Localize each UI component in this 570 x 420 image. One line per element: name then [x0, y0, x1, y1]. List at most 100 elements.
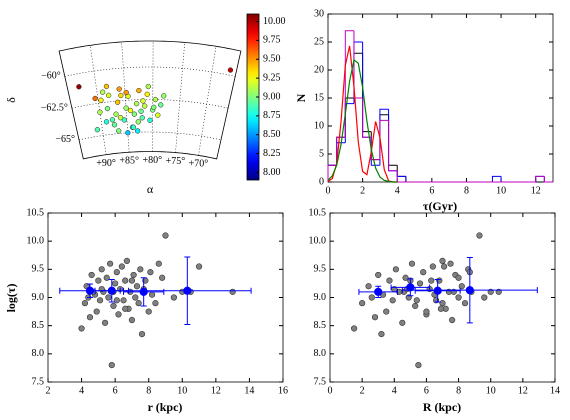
plot-frame: [329, 212, 556, 383]
binned-point: [433, 286, 442, 295]
data-point: [155, 260, 162, 267]
x-tick-label: 8: [464, 185, 469, 196]
data-point: [429, 263, 436, 270]
data-point: [389, 297, 396, 304]
y-tick-label: 10: [314, 120, 324, 131]
x-tick-label: 6: [113, 385, 118, 396]
data-point: [110, 302, 117, 310]
data-point: [162, 232, 169, 239]
histogram-step: [500, 176, 510, 183]
grid-line: [71, 99, 229, 109]
star-point: [111, 122, 118, 128]
data-point: [437, 305, 444, 312]
data-point: [441, 263, 448, 270]
data-point: [138, 331, 146, 338]
star-point: [92, 95, 98, 102]
y-tick-label: 10.0: [27, 235, 45, 246]
y-tick-label: 9.5: [314, 264, 327, 275]
y-tick-label: −62.5°: [41, 102, 68, 113]
histogram-step: [535, 175, 545, 182]
star-point: [123, 105, 129, 111]
data-point: [455, 274, 462, 281]
star-point: [140, 98, 146, 104]
y-tick-label: 25: [314, 36, 324, 47]
colorbar-tick-label: 8.50: [263, 129, 281, 140]
y-tick-label: 9.0: [32, 292, 45, 303]
x-tick-label: 8: [146, 385, 151, 396]
data-point: [428, 277, 435, 284]
data-point: [359, 300, 366, 307]
y-tick-label: 10.0: [309, 235, 327, 246]
data-point: [447, 260, 454, 267]
y-axis-label: log(τ): [4, 284, 18, 313]
data-point: [123, 257, 130, 264]
star-point: [155, 112, 161, 118]
data-point: [375, 271, 382, 279]
star-point: [76, 84, 82, 90]
data-point: [449, 316, 456, 324]
binned-point: [374, 287, 383, 296]
map-frame: [58, 40, 242, 160]
x-tick-label: 2: [46, 385, 51, 396]
data-point: [78, 325, 85, 332]
star-point: [103, 83, 110, 90]
data-point: [113, 269, 120, 276]
star-point: [123, 89, 129, 96]
data-point: [98, 266, 105, 273]
binned-point: [85, 286, 95, 295]
histogram-step: [353, 52, 363, 98]
star-point: [127, 107, 134, 114]
star-point: [125, 130, 131, 136]
x-axis-label: r (kpc): [148, 400, 183, 414]
colorbar-tick-label: 10.00: [263, 16, 286, 27]
x-tick-label: 12: [518, 385, 528, 396]
star-point: [105, 92, 112, 99]
star-point: [145, 83, 151, 90]
y-axis-label: N: [294, 93, 308, 102]
histogram-step: [362, 98, 372, 138]
data-point: [195, 263, 203, 270]
x-tick-label: +80°: [142, 155, 162, 166]
x-tick-label: 16: [278, 385, 288, 396]
star-point: [139, 115, 145, 121]
y-tick-label: 8.5: [32, 320, 45, 331]
y-tick-label: 8.0: [314, 348, 327, 359]
star-point: [152, 96, 159, 103]
y-tick-label: 9.5: [32, 264, 45, 275]
data-point: [133, 283, 141, 290]
star-point: [104, 105, 111, 112]
histogram-step: [405, 176, 415, 183]
y-tick-label: −65°: [55, 134, 75, 145]
histogram-step: [543, 176, 553, 183]
grid-line: [152, 41, 154, 152]
data-point: [81, 300, 89, 307]
data-point: [458, 283, 465, 290]
y-tick-label: 0: [319, 176, 324, 187]
x-tick-label: +90°: [96, 158, 116, 169]
data-point: [402, 274, 409, 281]
y-tick-label: 8.5: [314, 320, 327, 331]
data-point: [455, 294, 462, 301]
data-point: [105, 294, 112, 301]
star-point: [114, 99, 121, 105]
x-tick-label: 6: [429, 185, 434, 196]
data-point: [96, 297, 104, 304]
star-point: [118, 92, 124, 99]
star-point: [99, 89, 106, 95]
star-point: [135, 119, 141, 125]
colorbar-tick-label: 8.75: [263, 110, 281, 121]
x-tick-label: +75°: [166, 156, 186, 167]
binned-point: [139, 287, 148, 296]
histogram-step: [327, 164, 337, 182]
star-point: [103, 119, 110, 125]
x-tick-label: 0: [328, 385, 333, 396]
fit-curve: [327, 58, 398, 183]
grid-line: [64, 66, 236, 77]
histogram-step: [388, 120, 398, 172]
grid-line: [175, 42, 186, 153]
colorbar-tick-label: 9.75: [263, 35, 281, 46]
data-point: [148, 291, 156, 298]
data-point: [476, 232, 483, 239]
